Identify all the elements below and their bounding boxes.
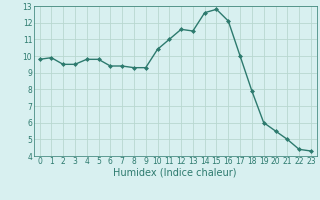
X-axis label: Humidex (Indice chaleur): Humidex (Indice chaleur) bbox=[114, 168, 237, 178]
